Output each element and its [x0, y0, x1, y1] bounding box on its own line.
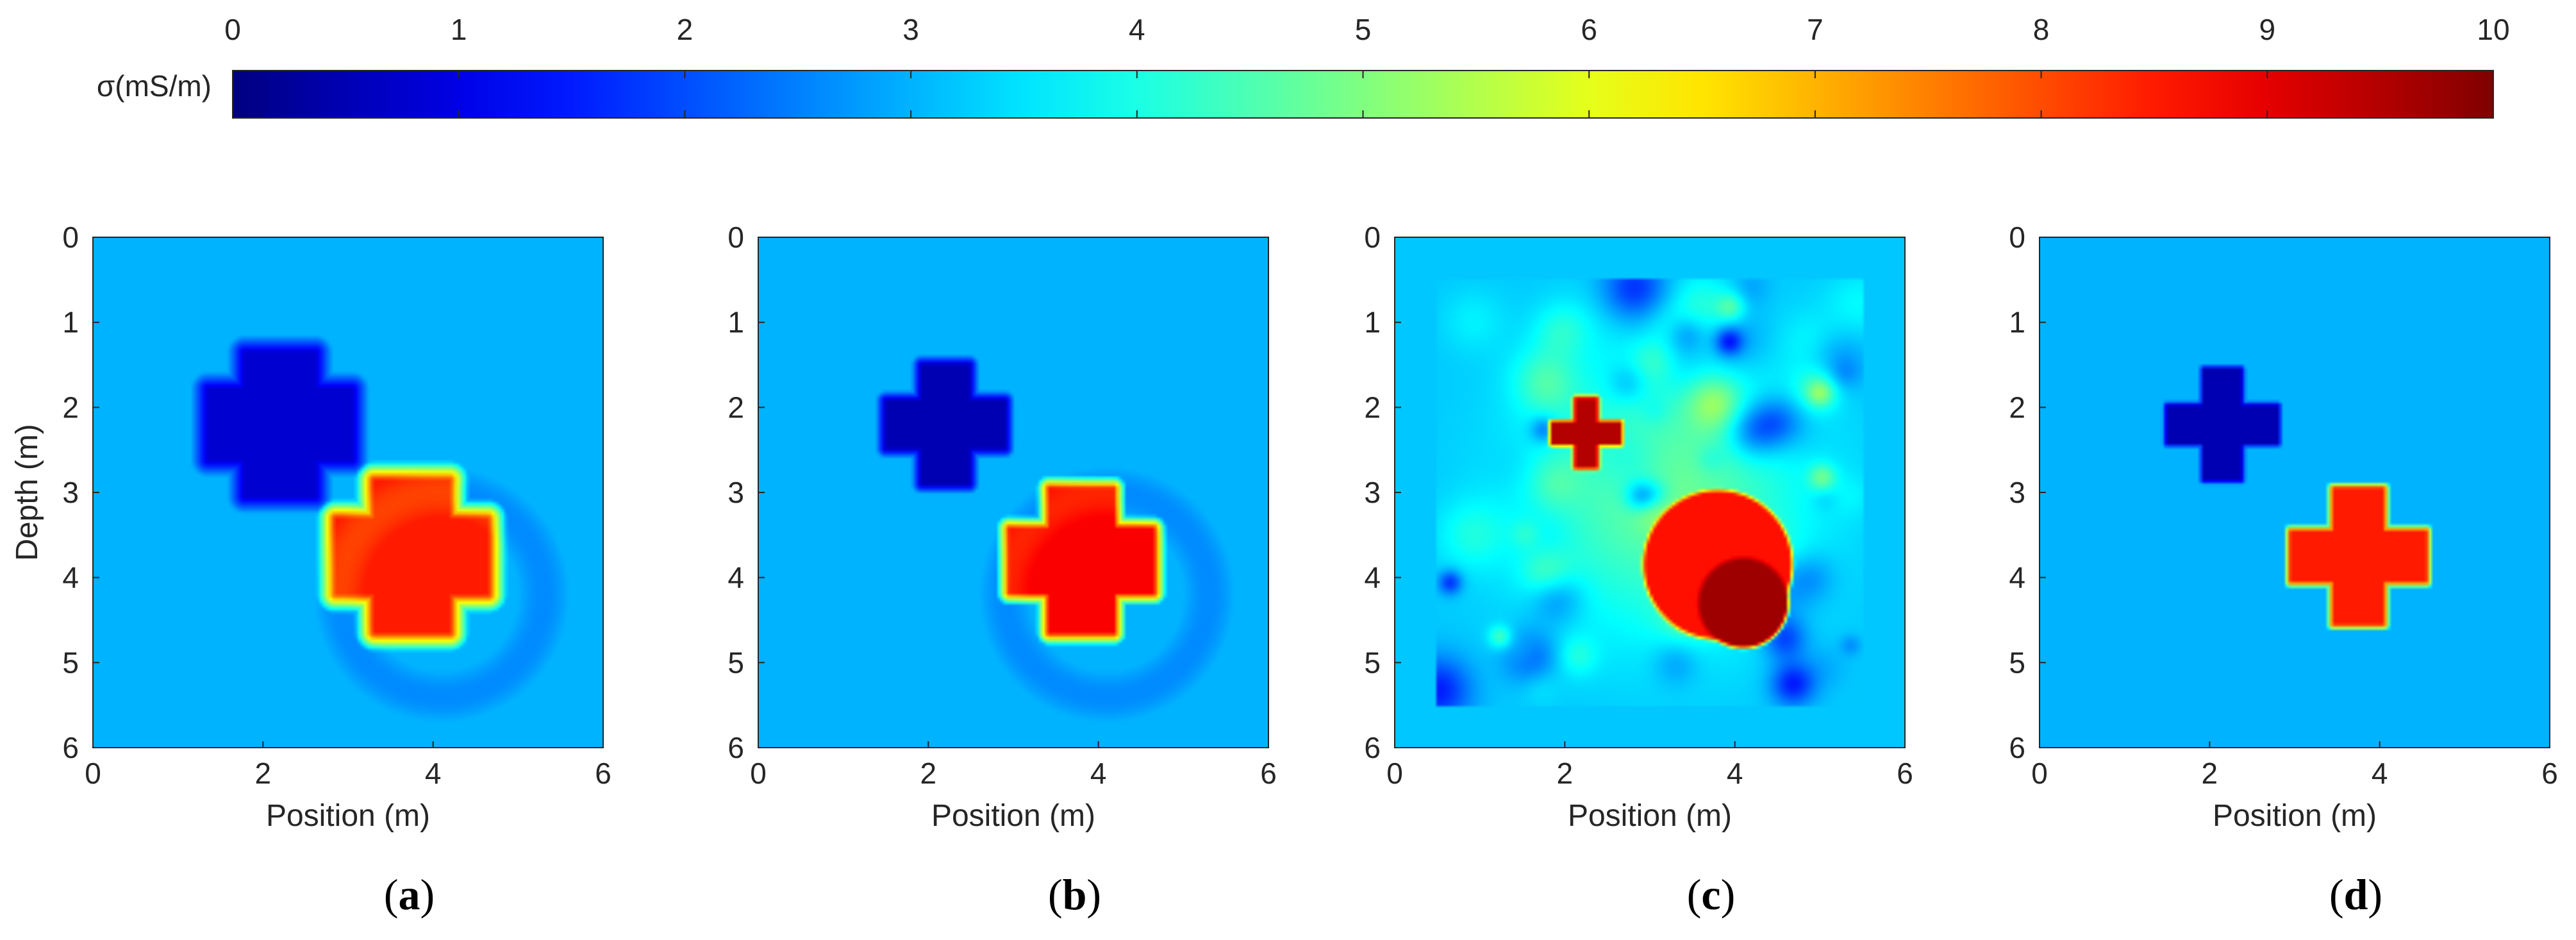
heatmap-image	[2040, 237, 2550, 748]
colorbar-tick-label: 4	[1129, 13, 1145, 46]
y-tick-label: 6	[1364, 731, 1381, 764]
heatmap-image	[93, 237, 603, 748]
x-tick-label: 6	[595, 757, 611, 790]
x-tick-label: 4	[425, 757, 442, 790]
y-tick-label: 5	[727, 646, 744, 679]
y-tick-label: 2	[2009, 390, 2025, 424]
x-axis-label: Position (m)	[931, 799, 1095, 833]
y-tick-label: 2	[62, 390, 79, 424]
y-tick-label: 2	[727, 390, 744, 424]
y-tick-label: 3	[62, 476, 79, 509]
y-tick-label: 6	[2009, 731, 2025, 764]
y-tick-label: 1	[727, 306, 744, 339]
y-tick-label: 5	[62, 646, 79, 679]
x-tick-label: 0	[1386, 757, 1403, 790]
x-tick-label: 6	[1260, 757, 1277, 790]
panel-caption: (c)	[1687, 870, 1736, 919]
colorbar-tick-label: 5	[1355, 13, 1372, 46]
x-tick-label: 6	[2541, 757, 2558, 790]
x-tick-label: 2	[2202, 757, 2218, 790]
x-tick-label: 6	[1897, 757, 1913, 790]
heatmap-image	[1395, 237, 1905, 748]
colorbar-gradient	[232, 70, 2494, 119]
y-tick-label: 1	[62, 306, 79, 339]
y-tick-label: 1	[1364, 306, 1381, 339]
panel-caption: (b)	[1048, 870, 1101, 919]
y-tick-label: 3	[2009, 476, 2025, 509]
x-axis-label: Position (m)	[266, 799, 430, 833]
colorbar-tick-label: 3	[902, 13, 919, 46]
x-tick-label: 2	[1557, 757, 1574, 790]
y-tick-label: 3	[727, 476, 744, 509]
colorbar-label: σ(mS/m)	[97, 69, 212, 103]
x-tick-label: 2	[920, 757, 937, 790]
colorbar-tick-label: 6	[1581, 13, 1597, 46]
x-tick-label: 0	[85, 757, 101, 790]
colorbar-ticks: 0 1 2 3 4 5 6 7 8 9 10	[224, 13, 2510, 118]
x-axis-label: Position (m)	[2213, 799, 2377, 833]
y-tick-label: 4	[62, 561, 79, 594]
y-tick-label: 5	[2009, 646, 2025, 679]
colorbar-tick-label: 10	[2477, 13, 2509, 46]
y-tick-label: 0	[2009, 221, 2025, 254]
y-tick-label: 4	[2009, 561, 2025, 594]
x-tick-label: 4	[1727, 757, 1743, 790]
y-axis-label: Depth (m)	[10, 424, 44, 560]
colorbar-tick-label: 7	[1807, 13, 1824, 46]
y-tick-label: 0	[62, 221, 79, 254]
y-tick-label: 4	[1364, 561, 1381, 594]
y-tick-label: 0	[727, 221, 744, 254]
y-tick-label: 5	[1364, 646, 1381, 679]
panel-caption: (d)	[2329, 870, 2382, 919]
y-tick-label: 6	[62, 731, 79, 764]
colorbar-tick-label: 8	[2033, 13, 2050, 46]
y-tick-label: 4	[727, 561, 744, 594]
x-axis-label: Position (m)	[1568, 799, 1732, 833]
colorbar: σ(mS/m) 0 1 2 3 4 5 6 7 8 9 10	[97, 13, 2510, 119]
heatmap-image	[758, 237, 1268, 748]
colorbar-tick-label: 1	[451, 13, 467, 46]
y-tick-label: 1	[2009, 306, 2025, 339]
x-tick-label: 4	[2372, 757, 2388, 790]
colorbar-tick-label: 0	[224, 13, 241, 46]
y-tick-label: 3	[1364, 476, 1381, 509]
y-tick-label: 6	[727, 731, 744, 764]
colorbar-tick-label: 9	[2259, 13, 2276, 46]
y-tick-label: 2	[1364, 390, 1381, 424]
x-tick-label: 2	[255, 757, 272, 790]
x-tick-label: 0	[750, 757, 767, 790]
x-tick-label: 4	[1090, 757, 1107, 790]
colorbar-tick-label: 2	[677, 13, 694, 46]
x-tick-label: 0	[2031, 757, 2048, 790]
panel-caption: (a)	[384, 870, 435, 919]
y-tick-label: 0	[1364, 221, 1381, 254]
